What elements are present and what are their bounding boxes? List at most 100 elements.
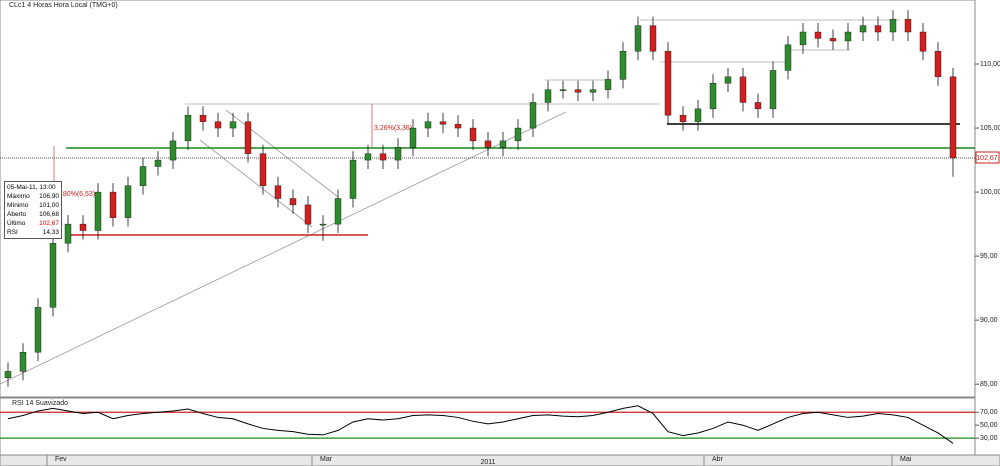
candle-body <box>139 166 147 186</box>
candle-body <box>424 121 432 129</box>
candle-body <box>484 140 492 148</box>
candle-body <box>889 19 897 33</box>
candle-body <box>574 89 582 93</box>
y-tick-label: 100,00 <box>980 189 1000 196</box>
last-price-label: 102,67 <box>976 155 998 162</box>
candle-body <box>169 140 177 161</box>
info-label: Mínimo <box>7 202 29 209</box>
candle-body <box>814 31 822 39</box>
candle-body <box>199 115 207 122</box>
rsi-line <box>7 405 954 444</box>
measure-label: 3,26%(3,36) <box>374 125 412 132</box>
candle-body <box>904 19 912 33</box>
info-row: Mínimo 101,00 <box>7 201 59 210</box>
y-tick-label: 85,00 <box>980 381 998 388</box>
candle-body <box>184 115 192 142</box>
candle-body <box>469 127 477 142</box>
candle-body <box>709 83 717 110</box>
info-box: 05-Mai-11, 13:00 Máximo 106,90 Mínimo 101,0… <box>4 181 62 239</box>
rsi-pane <box>0 397 976 456</box>
candle-body <box>664 51 672 116</box>
price-pane <box>0 0 976 398</box>
candle-body <box>529 102 537 129</box>
month-label: Mai <box>900 456 912 463</box>
candle-body <box>604 79 612 90</box>
candle-body <box>49 243 57 308</box>
chart-title: CLc1 4 Horas Hora Local (TMG+0) <box>9 2 118 9</box>
candle-body <box>64 223 72 244</box>
y-tick-label: 110,00 <box>980 61 1000 68</box>
candle-body <box>844 31 852 42</box>
candle-body <box>319 223 327 226</box>
trend-line <box>0 111 567 385</box>
candle-body <box>754 102 762 110</box>
info-value: 106,68 <box>39 211 59 218</box>
candle-body <box>109 191 117 218</box>
candle-body <box>634 25 642 52</box>
candle-body <box>544 89 552 103</box>
candle-body <box>499 140 507 148</box>
candle-body <box>34 307 42 353</box>
measure-label: 6,80%(6,53) <box>57 191 95 198</box>
info-row: Aberto 106,68 <box>7 210 59 219</box>
candle-body <box>259 153 267 186</box>
candle-body <box>214 121 222 129</box>
candle-body <box>649 25 657 52</box>
y-tick-label: 50,00 <box>980 422 998 429</box>
rsi-title: RSI 14 Suavizado <box>12 400 68 407</box>
candle-body <box>229 121 237 129</box>
info-label: Máximo <box>7 193 30 200</box>
candle-body <box>409 127 417 148</box>
candle-body <box>244 121 252 154</box>
candle-body <box>784 44 792 71</box>
candle-body <box>154 159 162 167</box>
candle-body <box>334 198 342 225</box>
info-label: Aberto <box>7 211 27 218</box>
info-value: 101,00 <box>39 202 59 209</box>
candle-body <box>394 147 402 161</box>
candle-body <box>589 89 597 93</box>
candle-body <box>859 25 867 33</box>
channel-line <box>225 109 339 198</box>
candle-body <box>679 115 687 122</box>
candle-body <box>799 31 807 46</box>
candle-body <box>694 108 702 122</box>
candle-body <box>79 223 87 231</box>
candle-body <box>274 185 282 199</box>
candle-body <box>439 121 447 125</box>
y-tick-label: 90,00 <box>980 317 998 324</box>
info-row: RSI 14,33 <box>7 228 59 237</box>
candle-body <box>619 51 627 80</box>
candle-body <box>94 191 102 231</box>
candle-body <box>934 51 942 78</box>
candle-body <box>559 89 567 91</box>
last-price-box <box>975 151 1000 164</box>
candle-body <box>724 76 732 84</box>
candle-body <box>304 204 312 225</box>
month-label: Fev <box>55 456 67 463</box>
candle-body <box>124 185 132 218</box>
candle-body <box>4 371 12 378</box>
candle-body <box>739 76 747 103</box>
info-row: Máximo 106,90 <box>7 192 59 201</box>
month-label: Abr <box>712 456 724 463</box>
candle-body <box>514 127 522 142</box>
candle-body <box>874 25 882 33</box>
candle-body <box>289 198 297 206</box>
info-value: 14,33 <box>42 229 59 236</box>
y-tick-label: 30,00 <box>980 435 998 442</box>
info-value: 102,67 <box>39 220 59 227</box>
month-label: Mar <box>320 456 333 463</box>
candle-body <box>949 76 957 159</box>
time-axis <box>0 454 1000 466</box>
info-label: Último <box>7 220 26 227</box>
y-tick-label: 105,00 <box>980 125 1000 132</box>
y-tick-label: 95,00 <box>980 253 998 260</box>
candle-body <box>19 351 27 372</box>
year-label: 2011 <box>480 459 495 466</box>
candle-body <box>364 153 372 161</box>
candle-body <box>829 38 837 42</box>
info-row: Último 102,67 <box>7 219 59 228</box>
